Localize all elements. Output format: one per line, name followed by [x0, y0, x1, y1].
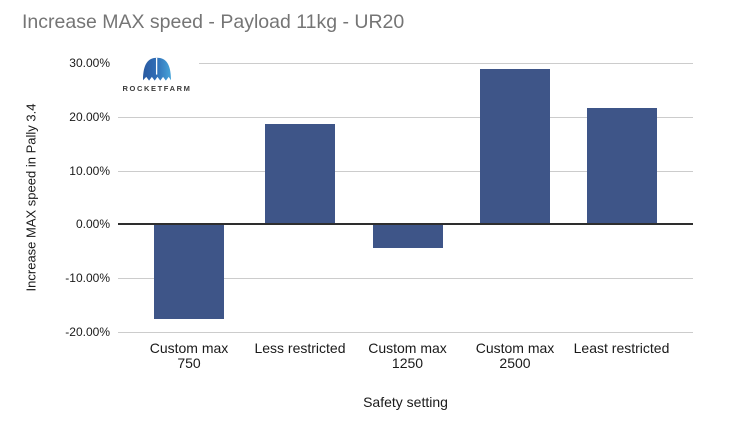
bar-custom-max-1250[interactable] [372, 224, 443, 248]
x-category-label: Least restricted [573, 340, 670, 356]
y-tick-label: -10.00% [65, 271, 110, 286]
rocketfarm-logo: ROCKETFARM [115, 55, 199, 99]
x-axis-title: Safety setting [363, 394, 448, 410]
x-category-label: Custom max 1250 [368, 340, 447, 371]
logo-brand-text: ROCKETFARM [122, 84, 192, 93]
x-category-label: Less restricted [254, 340, 346, 356]
gridline-20 [118, 116, 693, 118]
gridline-30 [118, 63, 693, 64]
plot-area [118, 63, 693, 333]
bar-least-restricted[interactable] [586, 108, 657, 225]
gridline--10 [118, 278, 693, 280]
bar-custom-max-2500[interactable] [480, 69, 550, 225]
zero-axis-line [118, 223, 693, 226]
y-tick-label: 20.00% [69, 109, 110, 124]
y-tick-label: 0.00% [75, 217, 110, 232]
bar-custom-max-750[interactable] [154, 224, 224, 319]
rocket-icon [143, 57, 171, 81]
bar-less-restricted[interactable] [265, 123, 335, 225]
y-tick-label: 30.00% [69, 56, 110, 70]
y-tick-label: -20.00% [65, 325, 110, 339]
y-tick-label: 10.00% [69, 163, 110, 178]
gridline--20 [118, 332, 693, 333]
chart-title: Increase MAX speed - Payload 11kg - UR20 [22, 11, 405, 33]
x-category-label: Custom max 2500 [475, 340, 555, 371]
x-category-label: Custom max 750 [149, 340, 229, 371]
y-axis-title: Increase MAX speed in Pally 3.4 [23, 103, 39, 291]
gridline-10 [118, 170, 693, 172]
